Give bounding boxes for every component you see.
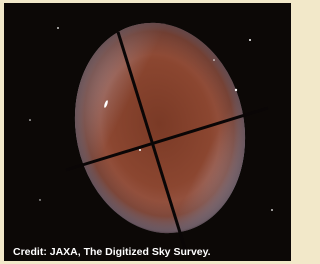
photo-frame: Credit: JAXA, The Digitized Sky Survey.	[0, 0, 295, 264]
page: Credit: JAXA, The Digitized Sky Survey. …	[0, 0, 295, 264]
photo-credit: Credit: JAXA, The Digitized Sky Survey.	[13, 246, 211, 258]
